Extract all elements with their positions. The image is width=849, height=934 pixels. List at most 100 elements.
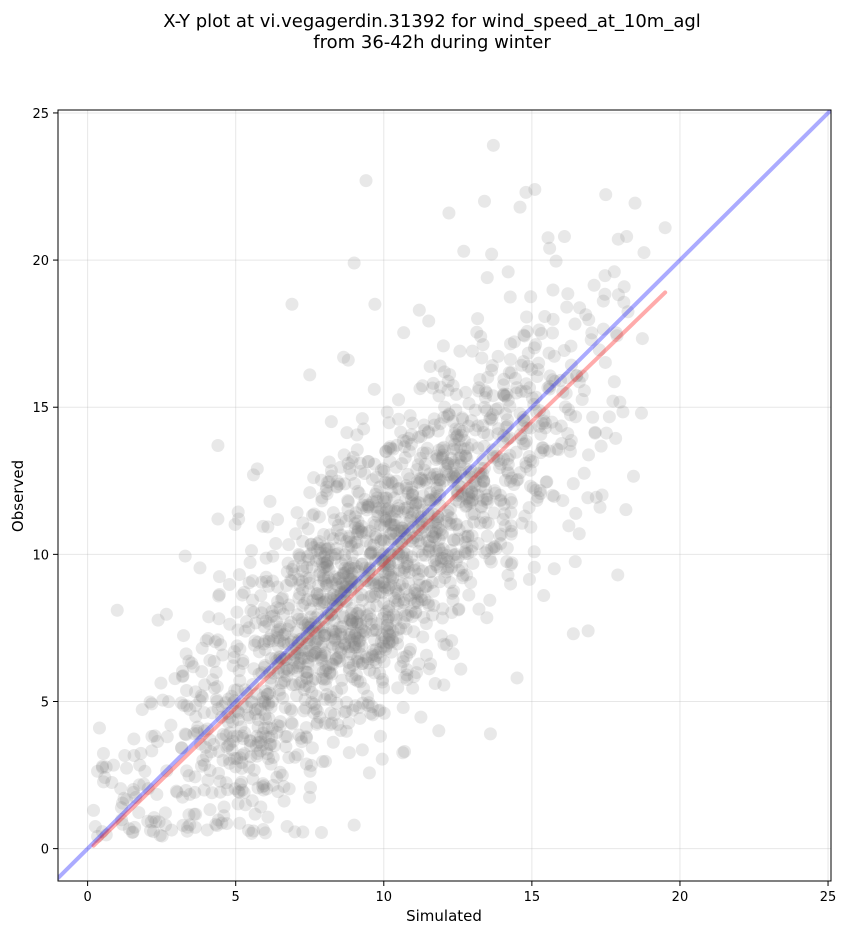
scatter-point — [355, 412, 369, 426]
scatter-point — [326, 600, 340, 614]
scatter-point — [501, 458, 515, 472]
scatter-point — [522, 449, 536, 463]
scatter-point — [397, 561, 411, 575]
scatter-point — [312, 632, 326, 646]
scatter-point — [378, 631, 392, 645]
scatter-point — [324, 415, 338, 429]
scatter-point — [344, 627, 358, 641]
scatter-point — [255, 738, 269, 752]
scatter-point — [446, 474, 460, 488]
scatter-point — [418, 473, 432, 487]
scatter-point — [502, 366, 516, 380]
scatter-point — [150, 735, 164, 749]
scatter-point — [189, 699, 203, 713]
scatter-point — [321, 475, 335, 489]
scatter-point — [392, 622, 406, 636]
scatter-point — [400, 673, 414, 687]
scatter-point — [257, 721, 271, 735]
scatter-point — [497, 429, 511, 443]
scatter-point — [269, 615, 283, 629]
scatter-point — [353, 711, 367, 725]
scatter-point — [457, 434, 471, 448]
scatter-point — [429, 525, 443, 539]
x-tick-label: 5 — [232, 890, 240, 905]
scatter-point — [461, 529, 475, 543]
fit-lines — [58, 110, 831, 881]
scatter-point — [535, 441, 549, 455]
scatter-point — [448, 437, 462, 451]
scatter-point — [412, 544, 426, 558]
scatter-point — [258, 634, 272, 648]
scatter-point — [407, 531, 421, 545]
scatter-point — [344, 607, 358, 621]
scatter-point — [281, 556, 295, 570]
scatter-point — [273, 687, 287, 701]
scatter-point — [375, 553, 389, 567]
scatter-point — [471, 537, 485, 551]
scatter-point — [265, 729, 279, 743]
scatter-point — [297, 683, 311, 697]
scatter-point — [431, 521, 445, 535]
scatter-point — [351, 525, 365, 539]
scatter-point — [133, 758, 147, 772]
scatter-point — [501, 568, 515, 582]
scatter-point — [452, 602, 466, 616]
scatter-point — [348, 477, 362, 491]
scatter-point — [394, 425, 408, 439]
scatter-point — [478, 400, 492, 414]
scatter-point — [115, 813, 129, 827]
scatter-point — [380, 503, 394, 517]
scatter-point — [416, 520, 430, 534]
scatter-point — [328, 634, 342, 648]
scatter-point — [546, 283, 560, 297]
scatter-point — [382, 610, 396, 624]
scatter-point — [345, 633, 359, 647]
scatter-point — [264, 737, 278, 751]
scatter-point — [226, 696, 240, 710]
scatter-point — [228, 704, 242, 718]
scatter-point — [205, 786, 219, 800]
scatter-point — [424, 657, 438, 671]
scatter-point — [337, 585, 351, 599]
scatter-point — [266, 574, 280, 588]
scatter-point — [465, 344, 479, 358]
scatter-point — [522, 501, 536, 515]
scatter-point — [243, 739, 257, 753]
scatter-point — [454, 441, 468, 455]
scatter-point — [354, 524, 368, 538]
scatter-point — [366, 573, 380, 587]
scatter-point — [525, 362, 539, 376]
scatter-point — [347, 256, 361, 270]
scatter-point — [364, 612, 378, 626]
scatter-point — [344, 583, 358, 597]
scatter-point — [530, 369, 544, 383]
scatter-point — [514, 432, 528, 446]
scatter-point — [379, 639, 393, 653]
scatter-point — [440, 552, 454, 566]
scatter-point — [470, 325, 484, 339]
scatter-point — [96, 746, 110, 760]
scatter-point — [276, 591, 290, 605]
scatter-point — [252, 645, 266, 659]
scatter-point — [244, 695, 258, 709]
scatter-point — [191, 726, 205, 740]
scatter-point — [386, 518, 400, 532]
scatter-point — [307, 471, 321, 485]
scatter-point — [245, 826, 259, 840]
scatter-point — [503, 492, 517, 506]
scatter-point — [340, 426, 354, 440]
scatter-point — [452, 479, 466, 493]
scatter-point — [250, 729, 264, 743]
scatter-point — [611, 288, 625, 302]
scatter-point — [429, 489, 443, 503]
scatter-point — [264, 700, 278, 714]
scatter-point — [427, 515, 441, 529]
scatter-point — [236, 732, 250, 746]
scatter-point — [339, 583, 353, 597]
scatter-point — [261, 687, 275, 701]
scatter-point — [491, 401, 505, 415]
scatter-point — [510, 381, 524, 395]
scatter-point — [451, 550, 465, 564]
scatter-point — [489, 403, 503, 417]
